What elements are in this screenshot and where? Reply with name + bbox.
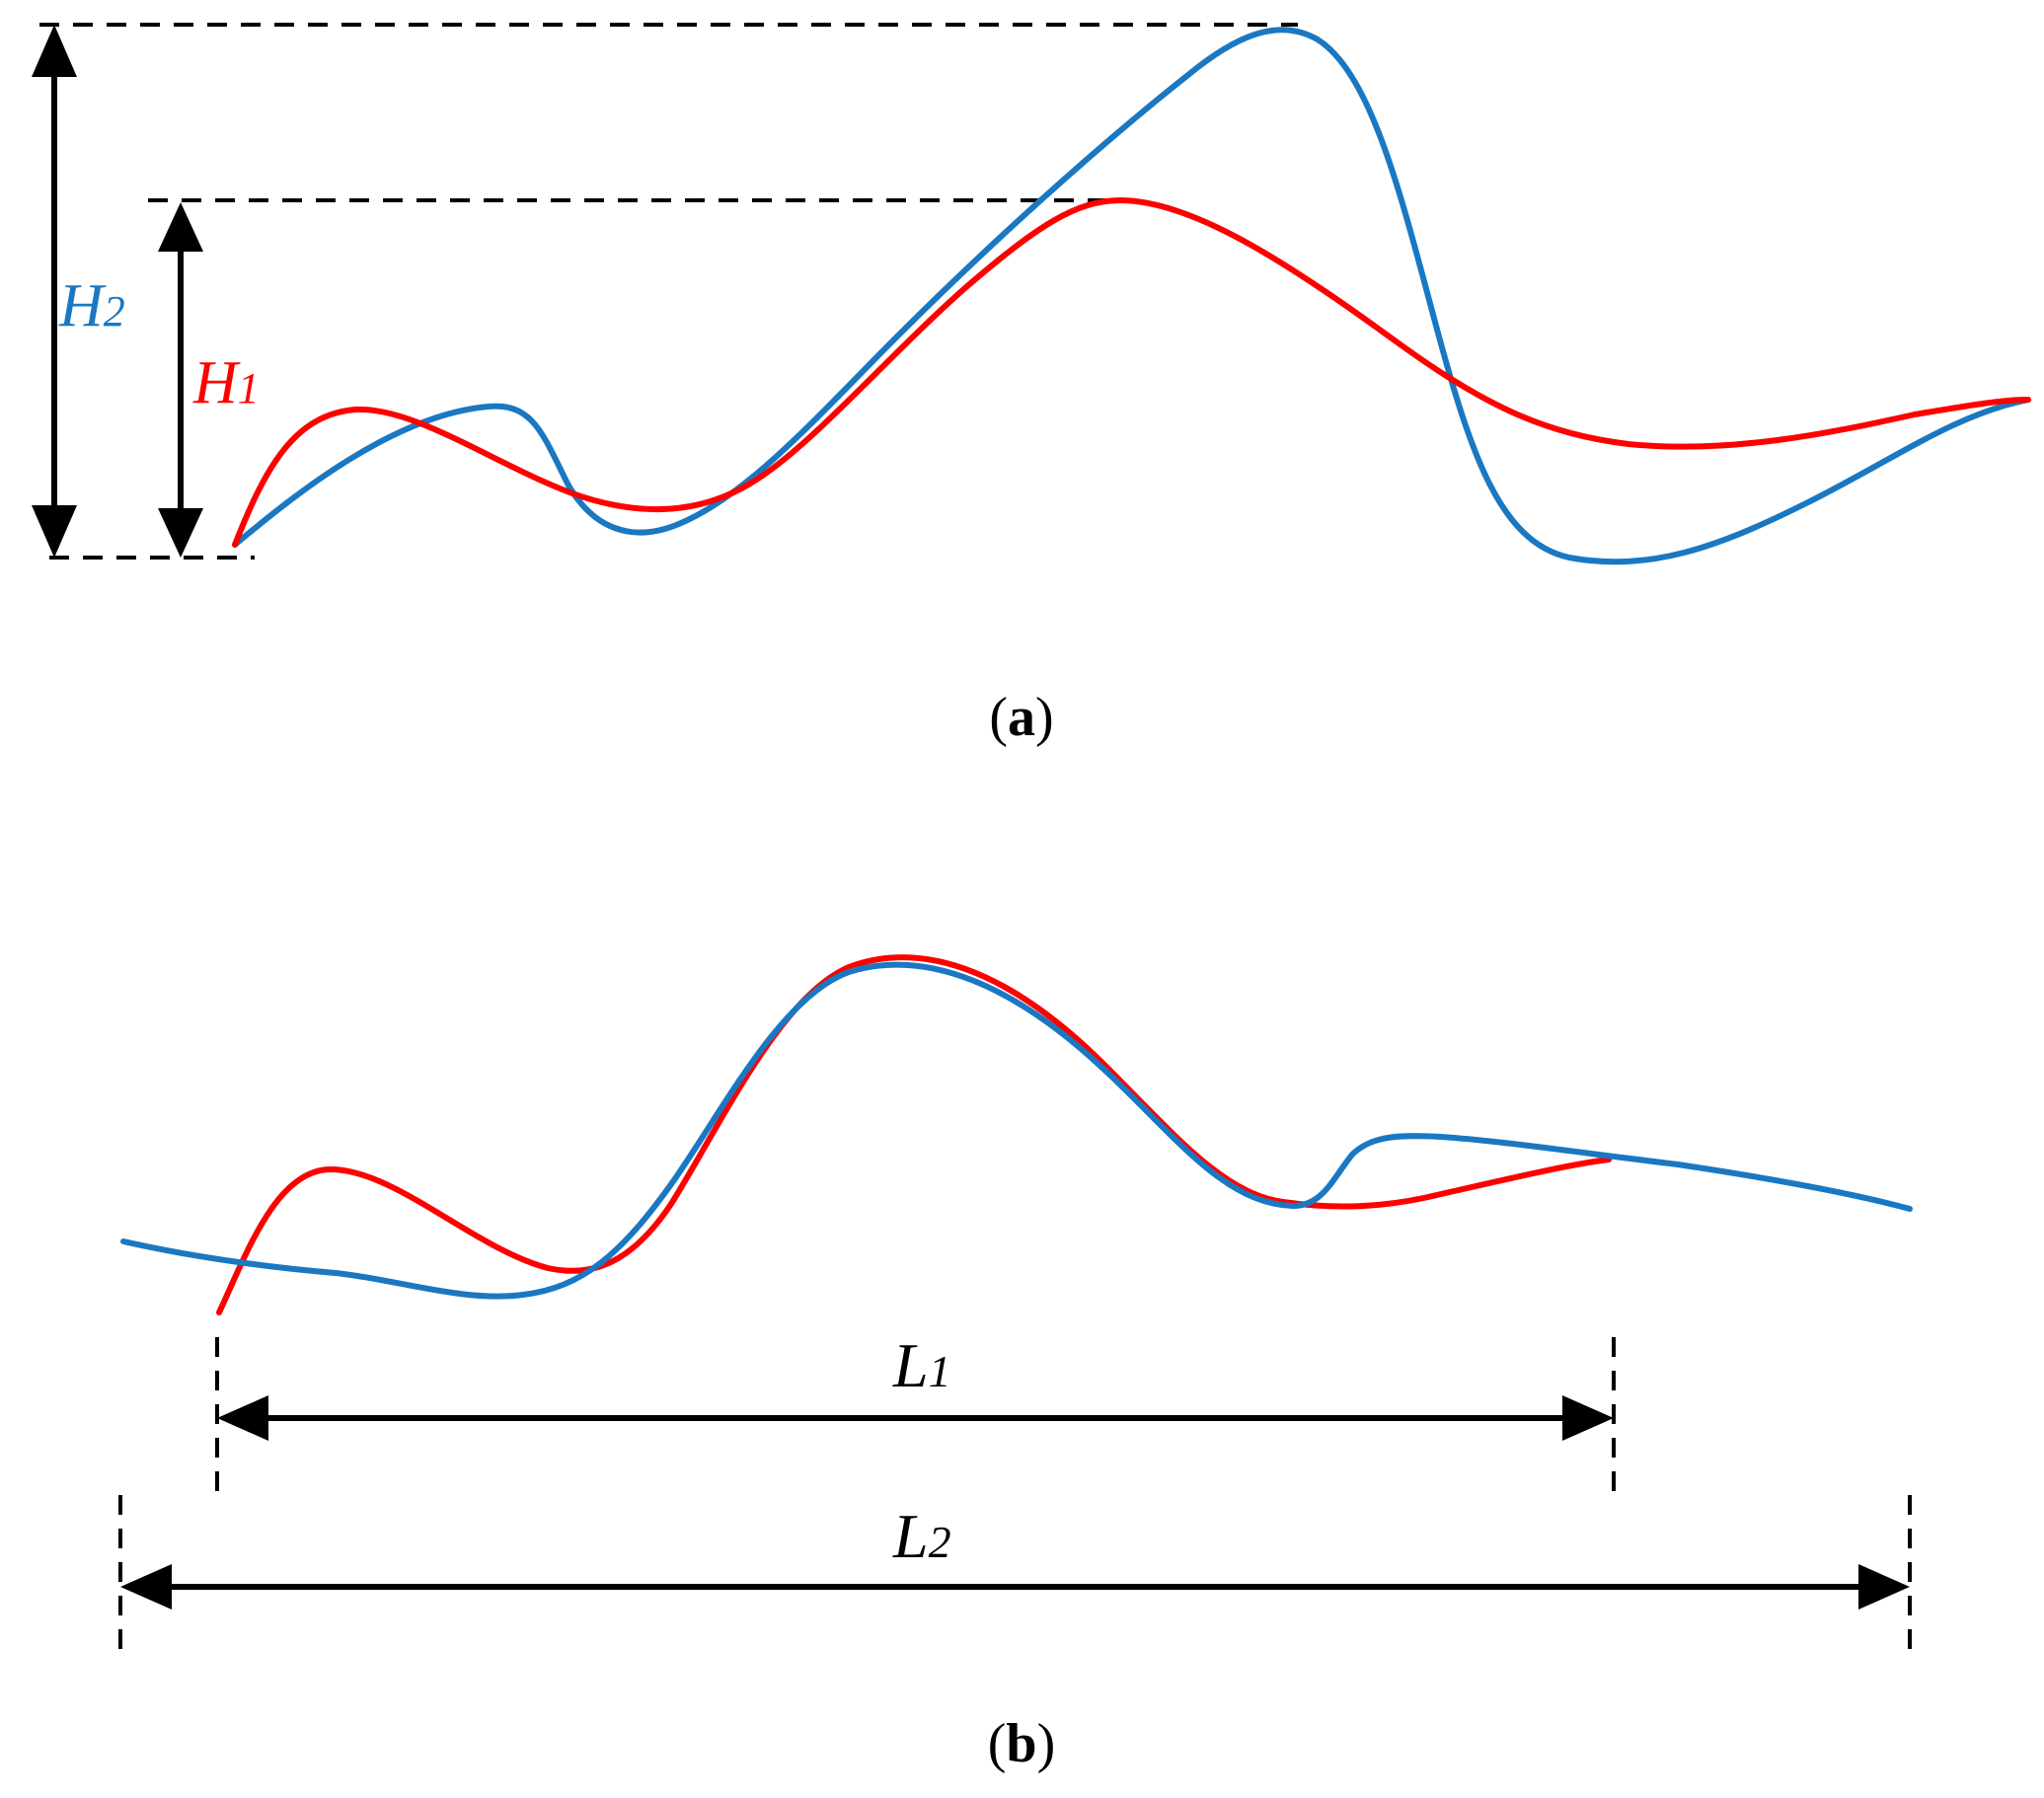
l2-dimension-arrow [120,1564,1910,1610]
h1-label: H1 [192,349,260,416]
caption-b: (b) [988,1713,1055,1774]
panel-b: L1 L2 (b) [118,954,1913,1774]
panel-a: H2 H1 (a) [32,23,2031,748]
h1-dimension-arrow [158,202,203,558]
curve-b-blue [120,961,1913,1300]
h2-label: H2 [58,272,125,339]
l1-dimension-arrow [217,1395,1614,1441]
h2-dimension-arrow [32,25,77,558]
l2-label: L2 [892,1501,951,1571]
curve-a-red [232,197,2031,548]
l1-label: L1 [892,1330,951,1400]
caption-a: (a) [989,687,1053,748]
curve-a-blue [232,27,2031,565]
curve-b-red [216,954,1612,1315]
